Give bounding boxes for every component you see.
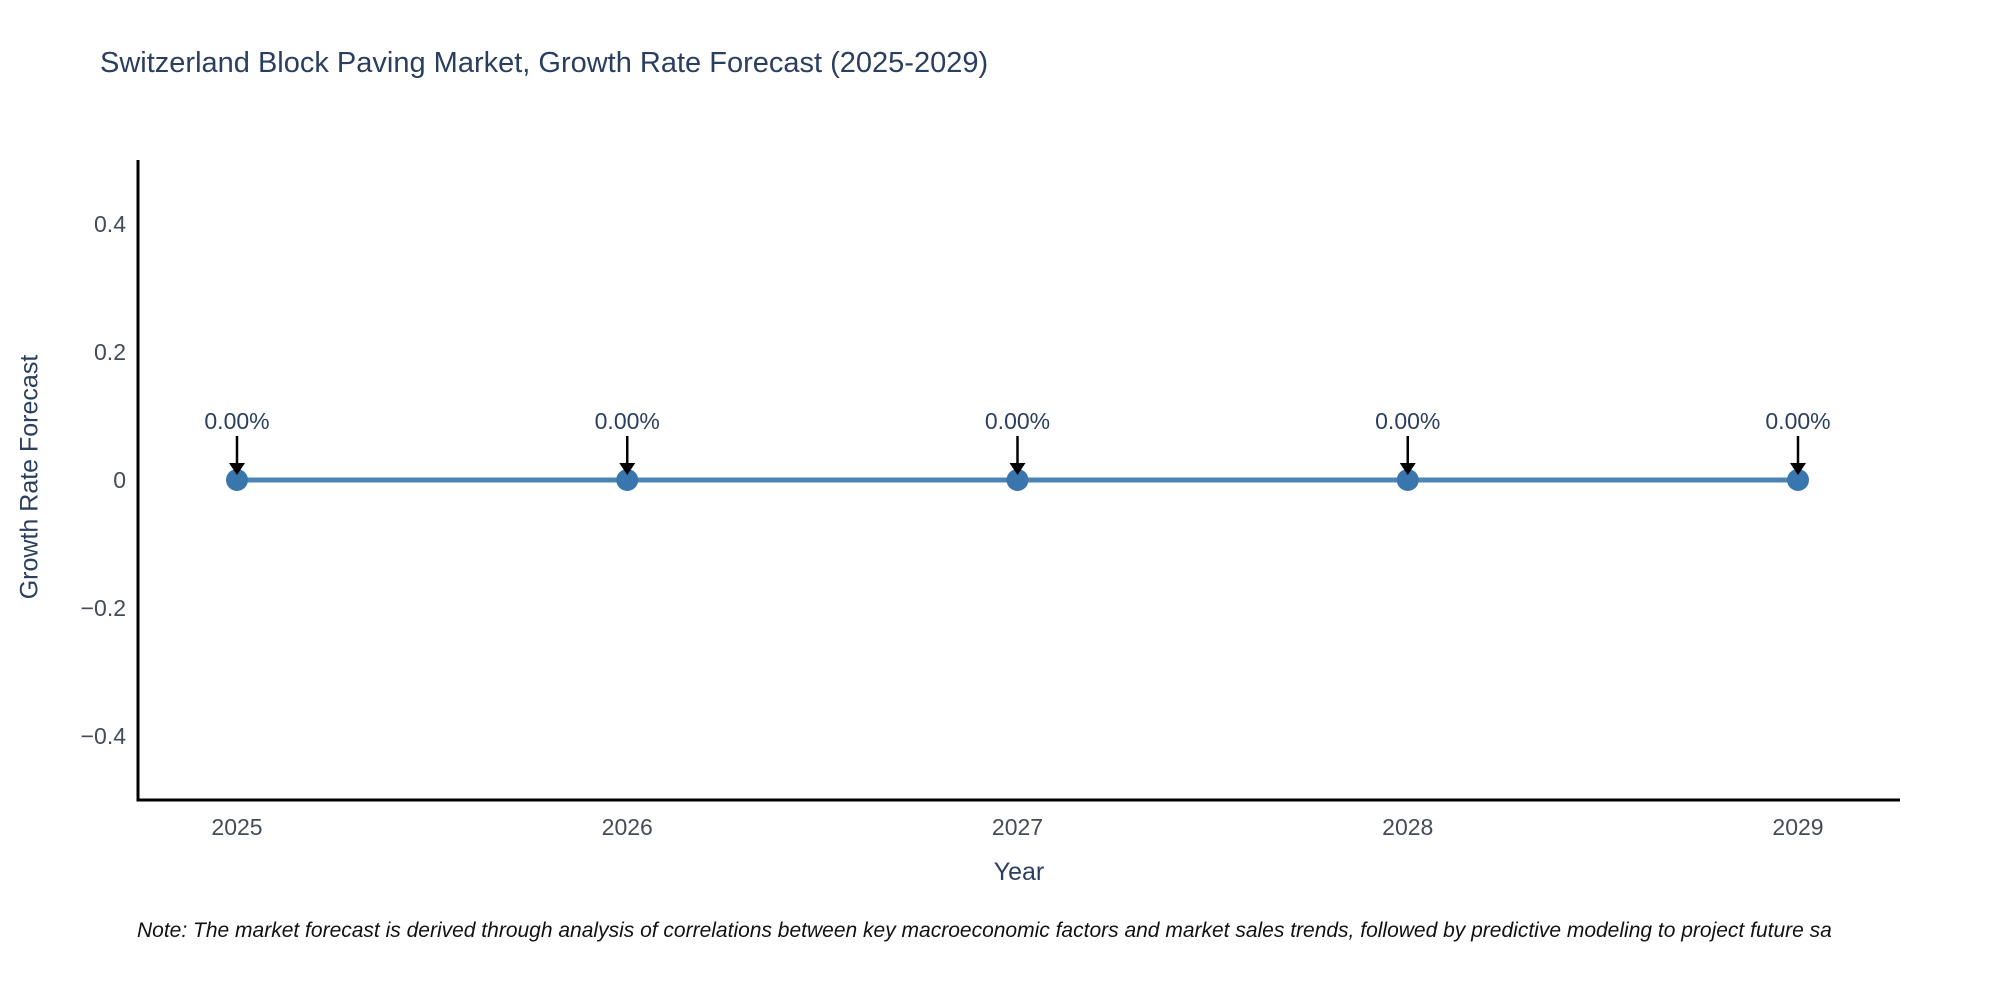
x-tick-label: 2027 (992, 814, 1043, 840)
x-tick-label: 2025 (211, 814, 262, 840)
annotation-label: 0.00% (204, 408, 269, 434)
x-tick-label: 2028 (1382, 814, 1433, 840)
x-axis-title: Year (993, 858, 1045, 886)
y-tick-label: 0 (113, 467, 126, 493)
annotation-arrow-head (1790, 463, 1806, 475)
y-tick-label: 0.2 (94, 339, 126, 365)
y-tick-label: −0.2 (81, 595, 126, 621)
annotation-label: 0.00% (1765, 408, 1830, 434)
chart-title: Switzerland Block Paving Market, Growth … (100, 47, 989, 79)
annotation-arrow-head (229, 463, 245, 475)
y-tick-label: 0.4 (94, 211, 126, 237)
annotation-arrow-head (1399, 463, 1416, 475)
annotation-label: 0.00% (985, 408, 1050, 434)
annotation-label: 0.00% (1375, 408, 1440, 434)
data-point[interactable] (1787, 469, 1809, 491)
annotation-arrow-head (619, 463, 636, 475)
x-tick-label: 2026 (602, 814, 653, 840)
annotation-label: 0.00% (595, 408, 660, 434)
data-point[interactable] (1006, 469, 1029, 491)
y-tick-label: −0.4 (81, 723, 127, 749)
footnote: Note: The market forecast is derived thr… (137, 919, 1832, 942)
annotation-arrow-head (1009, 463, 1026, 475)
y-axis-title: Growth Rate Forecast (15, 354, 44, 600)
x-tick-label: 2029 (1772, 814, 1823, 840)
data-point[interactable] (1396, 469, 1419, 491)
data-point[interactable] (226, 469, 248, 491)
data-point[interactable] (616, 469, 639, 491)
